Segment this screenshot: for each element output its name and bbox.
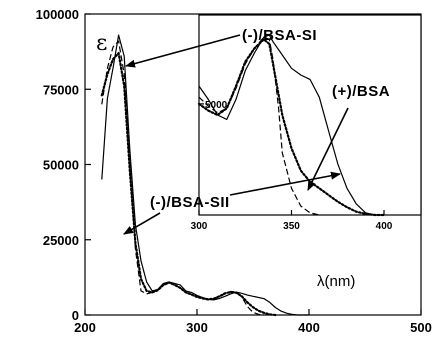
annotation-bsa-si: (-)/BSA-SI <box>242 27 317 44</box>
series-bsa-sii <box>101 40 265 316</box>
x-tick-label: 400 <box>376 221 393 232</box>
series-bsa <box>198 34 384 216</box>
y-tick-label: 0 <box>72 308 79 323</box>
x-axis-unit-label: λ(nm) <box>317 273 355 290</box>
x-tick-label: 500 <box>410 320 432 335</box>
inset-series-group <box>197 34 386 217</box>
arrow-bsa-si <box>125 34 241 68</box>
series-bsa-sii <box>198 36 320 216</box>
main-axis-ticks <box>84 13 422 316</box>
annotation-bsa-sii: (-)/BSA-SII <box>150 194 230 211</box>
x-tick-label: 200 <box>74 320 96 335</box>
main-series-group <box>100 34 309 317</box>
y-tick-label: 100000 <box>36 7 79 22</box>
x-tick-label: 350 <box>283 221 300 232</box>
x-tick-label: 300 <box>186 320 208 335</box>
y-tick-label: 50000 <box>43 158 79 173</box>
y-tick-label: 5000 <box>205 100 228 111</box>
arrow-bsa-sii-inset <box>229 171 341 196</box>
arrow-bsa-sii-main <box>123 212 161 235</box>
y-axis-title: ε <box>96 31 107 56</box>
arrow-plus-bsa <box>307 107 349 191</box>
inset-axis-tick-labels: 300 350 400 5000 <box>191 100 393 232</box>
y-tick-label: 75000 <box>43 82 79 97</box>
x-tick-label: 300 <box>191 221 208 232</box>
annotation-plus-bsa: (+)/BSA <box>332 83 390 100</box>
x-tick-label: 400 <box>298 320 320 335</box>
y-tick-label: 25000 <box>43 233 79 248</box>
